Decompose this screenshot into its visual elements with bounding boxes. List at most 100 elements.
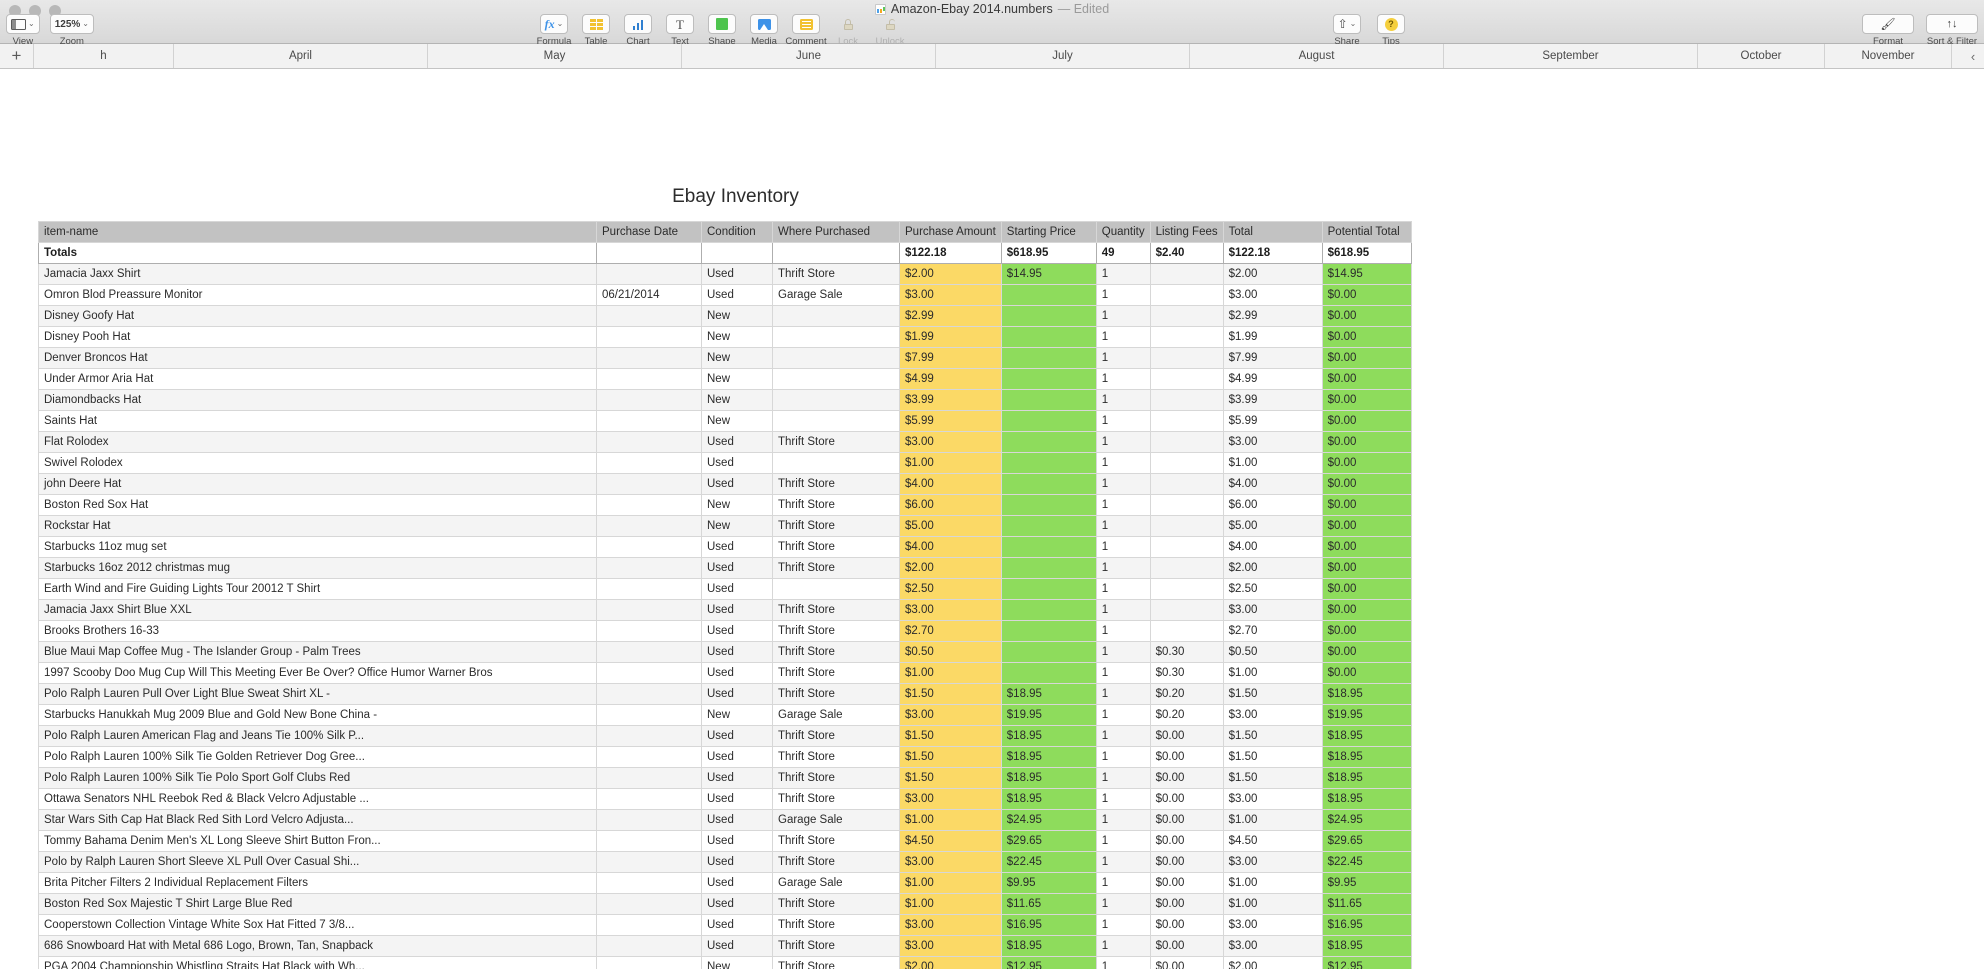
cell-purchase-amount[interactable]: $2.50 bbox=[899, 578, 1002, 600]
cell-listing-fees[interactable] bbox=[1149, 452, 1224, 474]
cell-condition[interactable]: New bbox=[701, 368, 773, 390]
cell-starting-price[interactable]: $18.95 bbox=[1000, 935, 1097, 957]
cell-listing-fees[interactable] bbox=[1149, 431, 1224, 453]
cell-quantity[interactable]: 1 bbox=[1095, 767, 1151, 789]
table-body[interactable]: Totals $122.18 $618.95 49 $2.40 $122.18 $618.9… bbox=[38, 242, 1412, 969]
cell-where-purchased[interactable]: Thrift Store bbox=[772, 620, 900, 642]
cell-potential-total[interactable]: $0.00 bbox=[1321, 599, 1412, 621]
cell-total[interactable]: $2.70 bbox=[1222, 620, 1323, 642]
cell-potential-total[interactable]: $18.95 bbox=[1321, 746, 1412, 768]
cell-item-name[interactable]: Polo Ralph Lauren 100% Silk Tie Golden R… bbox=[38, 746, 597, 768]
cell-quantity[interactable]: 1 bbox=[1095, 263, 1151, 285]
sheet-tab-july[interactable]: July bbox=[936, 44, 1190, 68]
cell-purchase-date[interactable] bbox=[596, 305, 702, 327]
cell-purchase-amount[interactable]: $3.00 bbox=[899, 599, 1002, 621]
cell-purchase-date[interactable] bbox=[596, 599, 702, 621]
cell-potential-total[interactable]: $18.95 bbox=[1321, 767, 1412, 789]
cell-potential-total[interactable]: $0.00 bbox=[1321, 473, 1412, 495]
cell-condition[interactable]: Used bbox=[701, 284, 773, 306]
column-header-listing-fees[interactable]: Listing Fees bbox=[1149, 221, 1224, 243]
cell-condition[interactable]: New bbox=[701, 326, 773, 348]
cell-quantity[interactable]: 1 bbox=[1095, 683, 1151, 705]
inventory-table[interactable]: item-name Purchase Date Condition Where Pur… bbox=[38, 221, 1412, 969]
sheet-tab-september[interactable]: September bbox=[1444, 44, 1698, 68]
totals-cell-condition[interactable] bbox=[701, 242, 773, 264]
column-header-total[interactable]: Total bbox=[1222, 221, 1323, 243]
cell-quantity[interactable]: 1 bbox=[1095, 494, 1151, 516]
cell-total[interactable]: $2.00 bbox=[1222, 557, 1323, 579]
cell-item-name[interactable]: Jamacia Jaxx Shirt Blue XXL bbox=[38, 599, 597, 621]
cell-total[interactable]: $3.99 bbox=[1222, 389, 1323, 411]
cell-potential-total[interactable]: $0.00 bbox=[1321, 389, 1412, 411]
cell-purchase-date[interactable] bbox=[596, 368, 702, 390]
cell-item-name[interactable]: Disney Pooh Hat bbox=[38, 326, 597, 348]
cell-potential-total[interactable]: $16.95 bbox=[1321, 914, 1412, 936]
totals-cell-starting-price[interactable]: $618.95 bbox=[1000, 242, 1097, 264]
column-header-quantity[interactable]: Quantity bbox=[1095, 221, 1151, 243]
cell-where-purchased[interactable]: Thrift Store bbox=[772, 788, 900, 810]
cell-purchase-date[interactable] bbox=[596, 620, 702, 642]
table-row[interactable]: Flat Rolodex Used Thrift Store $3.00 1 $3.00 $… bbox=[38, 431, 1412, 453]
cell-potential-total[interactable]: $0.00 bbox=[1321, 326, 1412, 348]
cell-total[interactable]: $3.00 bbox=[1222, 935, 1323, 957]
cell-purchase-date[interactable] bbox=[596, 662, 702, 684]
cell-purchase-date[interactable] bbox=[596, 914, 702, 936]
cell-listing-fees[interactable] bbox=[1149, 326, 1224, 348]
cell-condition[interactable]: New bbox=[701, 410, 773, 432]
cell-potential-total[interactable]: $0.00 bbox=[1321, 536, 1412, 558]
cell-purchase-date[interactable] bbox=[596, 746, 702, 768]
cell-purchase-amount[interactable]: $1.00 bbox=[899, 872, 1002, 894]
cell-purchase-date[interactable] bbox=[596, 389, 702, 411]
cell-purchase-date[interactable] bbox=[596, 326, 702, 348]
table-row[interactable]: Omron Blod Preassure Monitor 06/21/2014 Us… bbox=[38, 284, 1412, 306]
cell-condition[interactable]: New bbox=[701, 515, 773, 537]
cell-potential-total[interactable]: $0.00 bbox=[1321, 641, 1412, 663]
cell-potential-total[interactable]: $0.00 bbox=[1321, 515, 1412, 537]
cell-item-name[interactable]: Star Wars Sith Cap Hat Black Red Sith Lo… bbox=[38, 809, 597, 831]
cell-starting-price[interactable]: $16.95 bbox=[1000, 914, 1097, 936]
table-row[interactable]: Brooks Brothers 16-33 Used Thrift Store $2.… bbox=[38, 620, 1412, 642]
cell-listing-fees[interactable]: $0.20 bbox=[1149, 683, 1224, 705]
cell-total[interactable]: $5.00 bbox=[1222, 515, 1323, 537]
cell-item-name[interactable]: Blue Maui Map Coffee Mug - The Islander … bbox=[38, 641, 597, 663]
cell-purchase-amount[interactable]: $1.00 bbox=[899, 662, 1002, 684]
cell-condition[interactable]: Used bbox=[701, 473, 773, 495]
cell-starting-price[interactable] bbox=[1000, 389, 1097, 411]
cell-purchase-amount[interactable]: $1.00 bbox=[899, 809, 1002, 831]
cell-starting-price[interactable] bbox=[1000, 347, 1097, 369]
cell-starting-price[interactable] bbox=[1000, 515, 1097, 537]
cell-quantity[interactable]: 1 bbox=[1095, 662, 1151, 684]
cell-condition[interactable]: Used bbox=[701, 620, 773, 642]
cell-purchase-amount[interactable]: $1.00 bbox=[899, 893, 1002, 915]
table-row[interactable]: Rockstar Hat New Thrift Store $5.00 1 $5.00 $0… bbox=[38, 515, 1412, 537]
cell-quantity[interactable]: 1 bbox=[1095, 536, 1151, 558]
sheet-tab-november[interactable]: November bbox=[1825, 44, 1952, 68]
view-button[interactable]: ⌄ View bbox=[6, 14, 40, 47]
table-row[interactable]: john Deere Hat Used Thrift Store $4.00 1 $4.0… bbox=[38, 473, 1412, 495]
cell-item-name[interactable]: Polo Ralph Lauren Pull Over Light Blue S… bbox=[38, 683, 597, 705]
cell-total[interactable]: $3.00 bbox=[1222, 914, 1323, 936]
sheet-tab-h[interactable]: h bbox=[34, 44, 174, 68]
table-row[interactable]: Blue Maui Map Coffee Mug - The Islander … bbox=[38, 641, 1412, 663]
cell-listing-fees[interactable] bbox=[1149, 263, 1224, 285]
cell-listing-fees[interactable] bbox=[1149, 410, 1224, 432]
cell-starting-price[interactable] bbox=[1000, 326, 1097, 348]
totals-cell-listing-fees[interactable]: $2.40 bbox=[1149, 242, 1224, 264]
table-row[interactable]: Boston Red Sox Majestic T Shirt Large Bl… bbox=[38, 893, 1412, 915]
cell-where-purchased[interactable] bbox=[772, 368, 900, 390]
cell-starting-price[interactable]: $12.95 bbox=[1000, 956, 1097, 969]
cell-starting-price[interactable] bbox=[1000, 599, 1097, 621]
cell-total[interactable]: $1.00 bbox=[1222, 809, 1323, 831]
column-header-purchase-date[interactable]: Purchase Date bbox=[596, 221, 702, 243]
cell-total[interactable]: $4.99 bbox=[1222, 368, 1323, 390]
cell-quantity[interactable]: 1 bbox=[1095, 935, 1151, 957]
cell-condition[interactable]: Used bbox=[701, 935, 773, 957]
cell-item-name[interactable]: Brooks Brothers 16-33 bbox=[38, 620, 597, 642]
table-row[interactable]: Polo Ralph Lauren Pull Over Light Blue S… bbox=[38, 683, 1412, 705]
cell-where-purchased[interactable] bbox=[772, 305, 900, 327]
cell-condition[interactable]: Used bbox=[701, 452, 773, 474]
totals-cell-item-name[interactable]: Totals bbox=[38, 242, 597, 264]
cell-item-name[interactable]: Under Armor Aria Hat bbox=[38, 368, 597, 390]
cell-total[interactable]: $1.00 bbox=[1222, 452, 1323, 474]
cell-total[interactable]: $1.00 bbox=[1222, 872, 1323, 894]
